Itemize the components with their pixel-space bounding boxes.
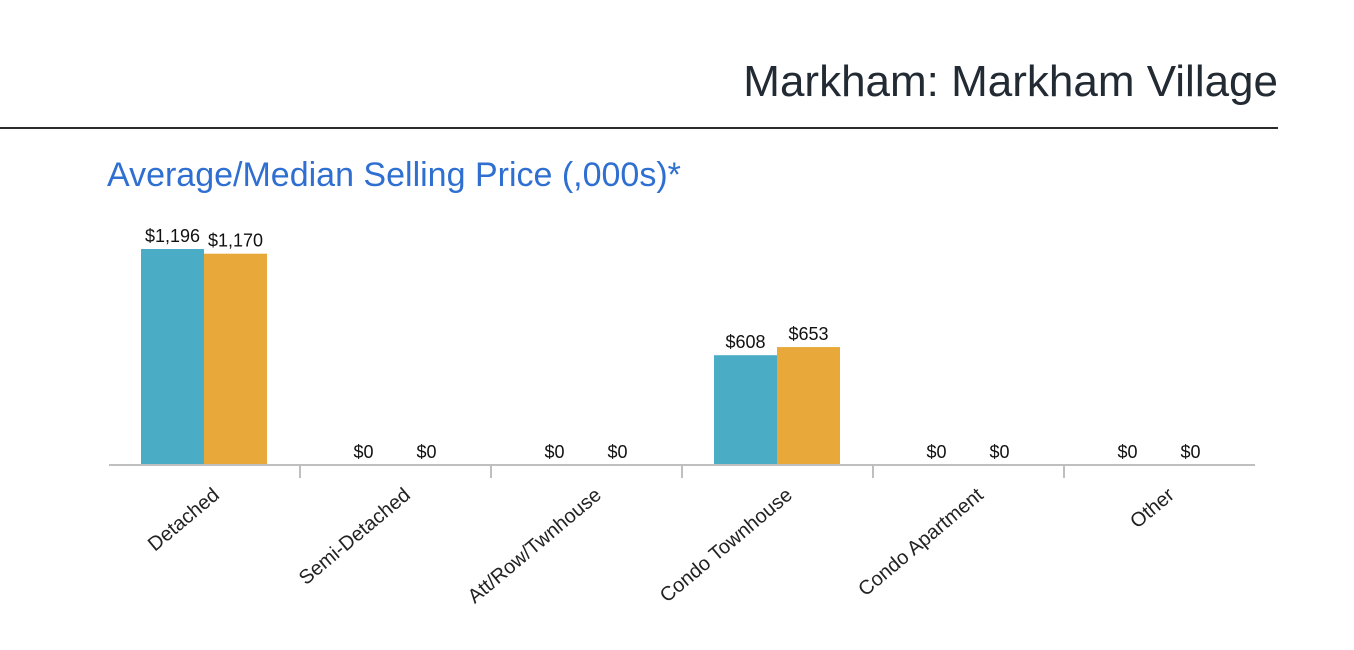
chart-title: Average/Median Selling Price (,000s)* [107,156,681,194]
data-label-1-3: $653 [788,324,828,344]
bar-0-0 [141,249,204,465]
category-label-1: Semi-Detached [295,484,415,589]
category-label-5: Other [1126,484,1179,533]
bar-1-3 [777,347,840,465]
bar-1-0 [204,253,267,465]
data-label-0-4: $0 [926,442,946,462]
data-label-0-0: $1,196 [145,226,200,246]
data-label-1-2: $0 [607,442,627,462]
page-title: Markham: Markham Village [743,57,1278,106]
page-header: Markham: Markham Village [0,0,1278,129]
category-label-2: Att/Row/Twnhouse [464,484,606,608]
data-label-1-0: $1,170 [208,231,263,251]
data-label-0-5: $0 [1117,442,1137,462]
data-label-1-1: $0 [416,442,436,462]
data-label-0-3: $608 [725,332,765,352]
data-label-1-4: $0 [989,442,1009,462]
data-label-0-2: $0 [544,442,564,462]
data-label-0-1: $0 [353,442,373,462]
category-label-0: Detached [144,484,224,556]
data-label-1-5: $0 [1180,442,1200,462]
category-label-4: Condo Apartment [854,484,988,601]
category-label-3: Condo Townhouse [656,484,797,607]
bar-0-3 [714,355,777,465]
